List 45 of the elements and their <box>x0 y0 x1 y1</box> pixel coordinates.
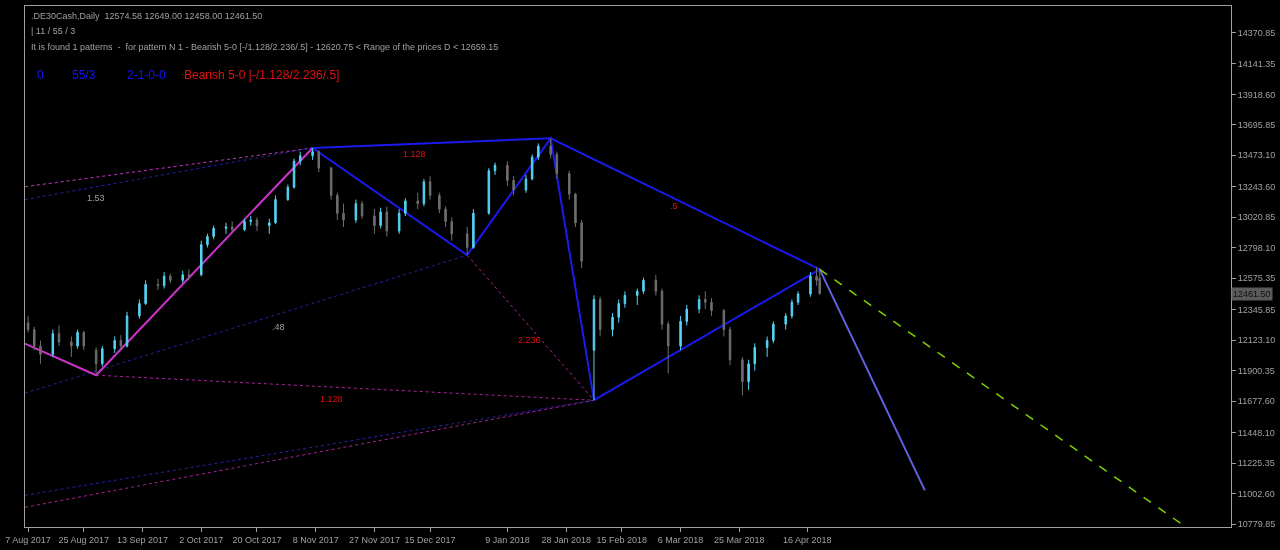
annotation: 1.53 <box>87 193 105 203</box>
y-tick-label: 13918.60 <box>1237 89 1276 100</box>
y-tick-label: 13473.10 <box>1237 150 1276 161</box>
annotation: 55/3 <box>72 68 96 82</box>
annotation: Bearish 5-0 [-/1.128/2.236/.5] <box>184 68 340 82</box>
annotation: 0 <box>37 68 44 82</box>
y-tick-label: 14370.85 <box>1237 27 1276 38</box>
annotation: 1.128 <box>320 394 343 404</box>
x-tick-label: 25 Mar 2018 <box>714 534 765 545</box>
y-tick-label: 12575.35 <box>1237 273 1276 284</box>
y-tick-label: 11002.60 <box>1237 488 1275 499</box>
x-tick-label: 7 Aug 2017 <box>5 534 51 545</box>
x-tick-label: 6 Mar 2018 <box>657 534 704 545</box>
x-tick-label: 25 Aug 2017 <box>58 534 110 545</box>
x-tick-label: 15 Feb 2018 <box>596 534 648 545</box>
y-tick-label: 10779.85 <box>1237 519 1276 530</box>
x-tick-label: 16 Apr 2018 <box>783 534 832 545</box>
y-tick-label: 11448.10 <box>1237 427 1275 438</box>
annotation: .5 <box>670 201 678 211</box>
x-tick-label: 13 Sep 2017 <box>116 534 169 545</box>
y-tick-label: 14141.35 <box>1237 59 1276 70</box>
text: .DE30Cash,Daily 12574.58 12649.00 12458.00 12461.50 <box>31 11 263 21</box>
x-tick-label: 8 Nov 2017 <box>292 534 339 545</box>
y-tick-label: 13243.60 <box>1237 181 1276 192</box>
x-tick-label: 28 Jan 2018 <box>541 534 591 545</box>
annotation: 12461.50 <box>1233 289 1271 299</box>
y-tick-label: 12798.10 <box>1237 242 1276 253</box>
annotation: It is found 1 patterns - for pattern N 1 - Bearish 5-0 [-/1.128/2.236/.5] - 12620.75 < Range of the prices D < 12659.15 <box>31 42 499 52</box>
annotation: 2.236 <box>518 335 541 345</box>
y-tick-label: 13020.85 <box>1237 212 1276 223</box>
y-tick-label: 11900.35 <box>1237 365 1275 376</box>
text: | 11 / 55 / 3 <box>31 26 76 36</box>
x-tick-label: 9 Jan 2018 <box>485 534 530 545</box>
x-tick-label: 2 Oct 2017 <box>179 534 224 545</box>
y-tick-label: 12123.10 <box>1237 335 1276 346</box>
y-tick-label: 13695.85 <box>1237 119 1276 130</box>
x-tick-label: 27 Nov 2017 <box>348 534 400 545</box>
annotation: .48 <box>272 322 285 332</box>
annotation: 2-1-0-0 <box>127 68 167 82</box>
y-tick-label: 11225.35 <box>1237 458 1275 469</box>
x-tick-label: 20 Oct 2017 <box>232 534 282 545</box>
y-tick-label: 12345.85 <box>1237 304 1276 315</box>
annotation: 1.128 <box>403 149 426 159</box>
x-tick-label: 15 Dec 2017 <box>404 534 456 545</box>
y-tick-label: 11677.60 <box>1237 396 1275 407</box>
